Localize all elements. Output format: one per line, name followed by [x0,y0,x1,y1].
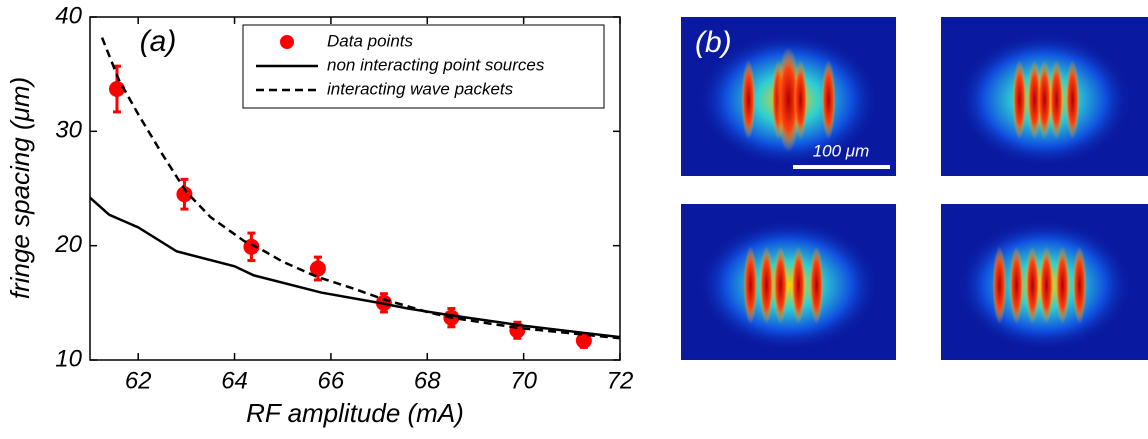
image-fringe [1025,246,1040,325]
image-fringe [1039,246,1054,325]
images [681,17,1148,360]
image-fringe [759,246,774,325]
image-fringe [1012,59,1027,140]
image-fringe [992,246,1007,325]
panel-label: (a) [140,25,177,58]
scale-bar-label: 100 μm [813,141,870,160]
y-axis-label: fringe spacing (μm) [5,77,35,299]
image-fringe [1009,246,1024,325]
x-tick-label: 72 [607,367,634,394]
y-tick-label: 40 [55,2,82,29]
legend-label: non interacting point sources [327,55,545,74]
image-fringe [793,59,808,140]
image-fringe [1027,59,1042,140]
line [89,196,621,339]
image-fringe [773,246,788,325]
image-fringe [821,59,836,140]
x-tick-label: 66 [318,367,345,394]
data-point [108,81,125,98]
legend-label: Data points [327,31,413,50]
data-point [176,186,193,203]
panel-label: (b) [695,26,732,59]
x-tick-label: 68 [414,367,441,394]
image-fringe [809,246,824,325]
line [100,37,621,340]
data-point [575,332,592,349]
y-tick-label: 10 [55,345,82,372]
plot-frame [89,16,621,361]
x-tick-label: 64 [221,367,248,394]
image-fringe [1072,246,1087,325]
x-axis-label: RF amplitude (mA) [246,398,464,428]
x-tick-label: 62 [125,367,152,394]
image-fringe [743,246,758,325]
image-fringe [1049,59,1064,140]
data-point [243,238,260,255]
y-tick-label: 30 [55,117,82,144]
legend-marker [280,35,294,49]
y-tick-label: 20 [54,231,82,258]
legend-label: interacting wave packets [327,79,514,98]
image-fringe [741,59,756,140]
image-fringe [1037,59,1052,140]
image-fringe [1055,246,1070,325]
image-fringe [791,246,806,325]
image-blob [698,219,879,351]
data-point [309,260,326,277]
x-tick-label: 70 [510,367,537,394]
image-fringe [776,47,801,153]
image-fringe [1065,59,1080,140]
